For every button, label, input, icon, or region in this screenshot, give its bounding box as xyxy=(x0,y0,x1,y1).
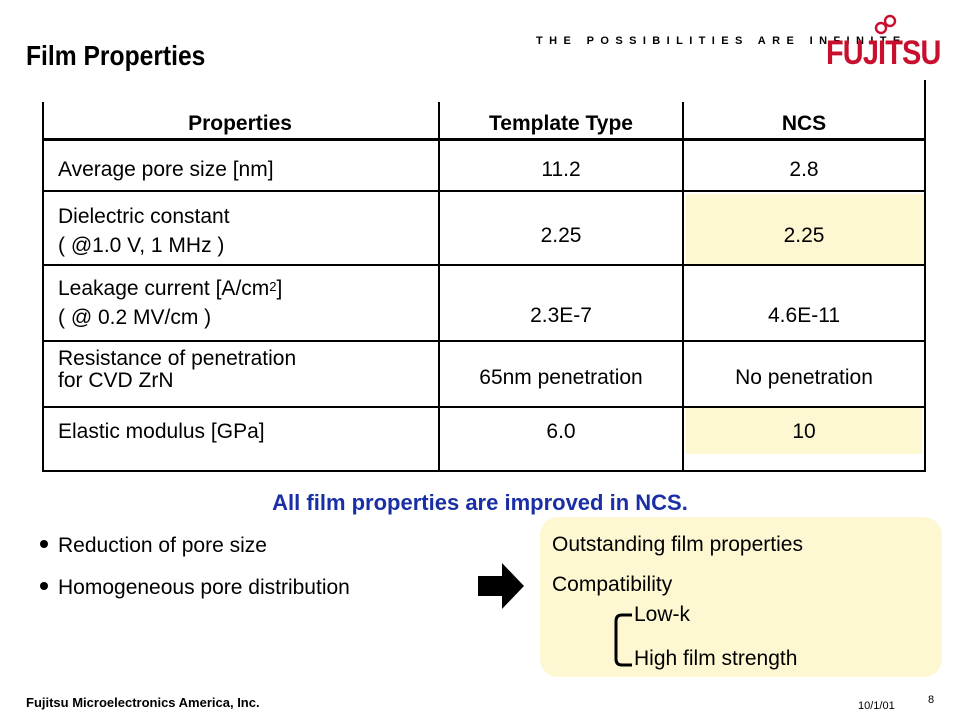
cell-property-dielectric-line1: Dielectric constant xyxy=(58,205,230,228)
infinity-mark-icon xyxy=(874,14,897,35)
box-title: Outstanding film properties xyxy=(552,533,803,556)
box-compatibility: Compatibility xyxy=(552,573,673,596)
column-header-ncs: NCS xyxy=(781,112,827,135)
highlight-ncs-dielectric xyxy=(686,194,926,266)
table-row-rule xyxy=(42,190,926,192)
footer-date: 10/1/01 xyxy=(858,700,895,712)
header-divider xyxy=(924,80,926,104)
table-row-rule xyxy=(42,264,926,266)
table-border-right xyxy=(924,102,926,470)
film-properties-table: Properties Template Type NCS Average por… xyxy=(42,102,926,472)
cell-ncs-penetration: No penetration xyxy=(735,366,873,389)
conclusion-text: All film properties are improved in NCS. xyxy=(272,490,688,515)
right-arrow-icon xyxy=(478,563,524,609)
column-header-properties: Properties xyxy=(188,112,292,135)
fujitsu-logo: FUJITSU xyxy=(826,14,941,74)
bullet-item: Reduction of pore size xyxy=(40,534,267,558)
logo-wordmark: FUJITSU xyxy=(826,34,941,72)
box-item-low-k: Low-k xyxy=(634,603,691,626)
cell-property-leakage-line2: ( @ 0.2 MV/cm ) xyxy=(58,306,212,329)
cell-property-dielectric-line2: ( @1.0 V, 1 MHz ) xyxy=(58,234,225,257)
cell-ncs-leakage: 4.6E-11 xyxy=(768,304,840,327)
cell-template-pore-size: 11.2 xyxy=(541,158,581,181)
cell-ncs-pore-size: 2.8 xyxy=(789,158,819,181)
table-row-rule xyxy=(42,406,926,408)
table-header-rule xyxy=(42,138,926,141)
cell-template-modulus: 6.0 xyxy=(546,420,576,443)
table-divider-1 xyxy=(438,102,440,470)
page-number: 8 xyxy=(928,694,935,706)
cell-property-modulus: Elastic modulus [GPa] xyxy=(58,420,265,443)
cell-property-leakage-line1: Leakage current [A/cm2] xyxy=(58,277,283,300)
table-row-rule xyxy=(42,340,926,342)
cell-ncs-dielectric: 2.25 xyxy=(783,224,825,247)
cell-template-penetration: 65nm penetration xyxy=(479,366,643,389)
cell-property-dielectric: Dielectric constant ( @1.0 V, 1 MHz ) xyxy=(58,202,230,260)
bullet-dot-icon xyxy=(40,540,48,549)
cell-ncs-modulus: 10 xyxy=(792,420,816,443)
table-divider-2 xyxy=(682,102,684,470)
cell-template-dielectric: 2.25 xyxy=(540,224,582,247)
tagline: THE POSSIBILITIES ARE INFINITE xyxy=(536,35,907,47)
box-item-strength: High film strength xyxy=(634,647,798,670)
column-header-template: Template Type xyxy=(489,112,633,135)
bullet-item: Homogeneous pore distribution xyxy=(40,576,350,600)
cell-template-leakage: 2.3E-7 xyxy=(530,304,592,327)
cell-property-leakage: Leakage current [A/cm2] ( @ 0.2 MV/cm ) xyxy=(58,274,282,332)
cell-property-penetration: Resistance of penetration for CVD ZrN xyxy=(58,348,296,392)
page-title: Film Properties xyxy=(26,40,206,71)
cell-property-penetration-line2: for CVD ZrN xyxy=(58,369,174,392)
highlight-ncs-modulus xyxy=(686,408,922,454)
bullet-dot-icon xyxy=(40,582,48,591)
cell-property-penetration-line1: Resistance of penetration xyxy=(58,347,297,370)
footer-company: Fujitsu Microelectronics America, Inc. xyxy=(26,695,260,710)
table-border-left xyxy=(42,102,44,470)
cell-property-pore-size: Average pore size [nm] xyxy=(58,158,274,181)
outstanding-properties-box: Outstanding film properties Compatibilit… xyxy=(540,517,942,677)
bracket-icon xyxy=(614,613,632,667)
